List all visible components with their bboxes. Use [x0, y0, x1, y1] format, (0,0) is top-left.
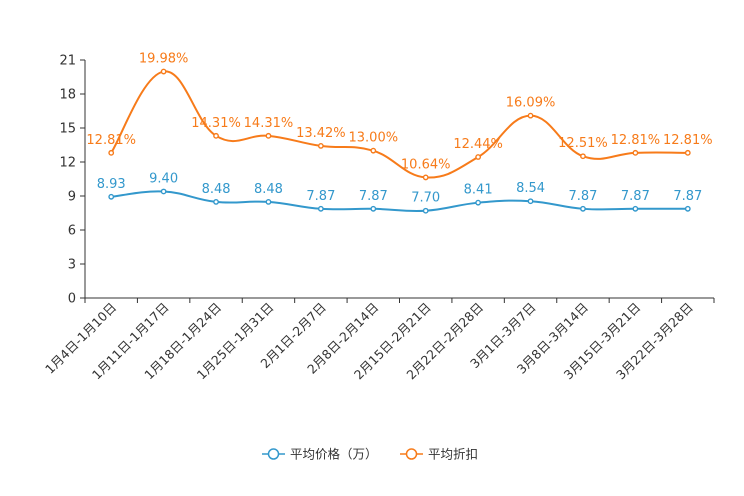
- legend-label: 平均折扣: [428, 447, 478, 462]
- data-point: [580, 153, 586, 160]
- y-tick-label: 6: [68, 224, 76, 239]
- series-layer: [108, 68, 691, 214]
- legend-item-1[interactable]: 平均折扣: [400, 447, 478, 462]
- data-label: 8.93: [97, 177, 126, 192]
- data-point: [265, 132, 272, 139]
- data-label: 12.81%: [86, 133, 136, 148]
- data-point: [160, 188, 167, 195]
- data-point: [213, 132, 219, 139]
- data-point: [160, 68, 167, 75]
- data-label: 12.81%: [663, 133, 713, 148]
- data-point: [265, 198, 272, 205]
- data-point: [527, 112, 534, 119]
- x-axis: 1月4日-1月10日1月11日-1月17日1月18日-1月24日1月25日-1月…: [42, 297, 715, 382]
- data-label: 9.40: [149, 171, 178, 186]
- data-label: 7.87: [621, 189, 650, 204]
- data-point: [422, 207, 429, 214]
- y-tick-label: 0: [68, 292, 76, 307]
- y-tick-label: 21: [59, 54, 76, 69]
- data-label: 16.09%: [506, 96, 556, 111]
- data-label: 10.64%: [401, 157, 451, 172]
- data-label: 12.51%: [558, 136, 608, 151]
- data-label: 8.48: [202, 182, 231, 197]
- data-label: 19.98%: [139, 52, 189, 67]
- data-label: 12.81%: [611, 133, 661, 148]
- y-axis: 0 3 6 9 12 15 18 21: [59, 54, 86, 307]
- y-tick-label: 15: [59, 122, 76, 137]
- data-label: 7.87: [359, 189, 388, 204]
- y-tick-label: 12: [59, 156, 76, 171]
- data-label: 7.87: [306, 189, 335, 204]
- data-point: [108, 193, 115, 200]
- legend-label: 平均价格（万）: [290, 447, 378, 462]
- data-labels: 8.93 9.40 8.48 8.48 7.87 7.87 7.70 8.41 8.54 7.87…: [86, 52, 712, 206]
- data-label: 7.87: [568, 189, 597, 204]
- data-point: [213, 198, 219, 205]
- data-label: 8.54: [516, 181, 545, 196]
- y-tick-label: 9: [68, 190, 76, 205]
- y-tick-label: 3: [68, 258, 76, 273]
- y-tick-label: 18: [59, 88, 76, 103]
- data-point: [108, 149, 115, 156]
- data-point: [422, 174, 429, 181]
- legend-marker: [267, 448, 280, 460]
- data-point: [527, 198, 534, 205]
- data-point: [317, 143, 324, 149]
- data-label: 14.31%: [244, 116, 294, 131]
- data-point: [370, 147, 377, 154]
- data-point: [475, 199, 482, 206]
- data-label: 7.70: [411, 191, 440, 206]
- data-label: 13.00%: [349, 131, 399, 146]
- data-label: 8.41: [464, 183, 493, 198]
- data-label: 12.44%: [453, 137, 503, 152]
- legend-item-0[interactable]: 平均价格（万）: [262, 447, 378, 462]
- data-label: 8.48: [254, 182, 283, 197]
- data-point: [632, 149, 639, 156]
- data-point: [580, 205, 586, 212]
- data-label: 13.42%: [296, 126, 346, 141]
- data-point: [684, 149, 691, 156]
- legend-marker: [405, 448, 418, 460]
- data-point: [632, 205, 639, 212]
- data-point: [370, 205, 377, 212]
- data-label: 7.87: [673, 189, 702, 204]
- data-point: [684, 205, 691, 212]
- legend: 平均价格（万） 平均折扣: [262, 447, 478, 462]
- data-label: 14.31%: [191, 116, 241, 131]
- data-point: [317, 205, 324, 212]
- data-point: [475, 154, 482, 160]
- series-line-0: [111, 190, 688, 213]
